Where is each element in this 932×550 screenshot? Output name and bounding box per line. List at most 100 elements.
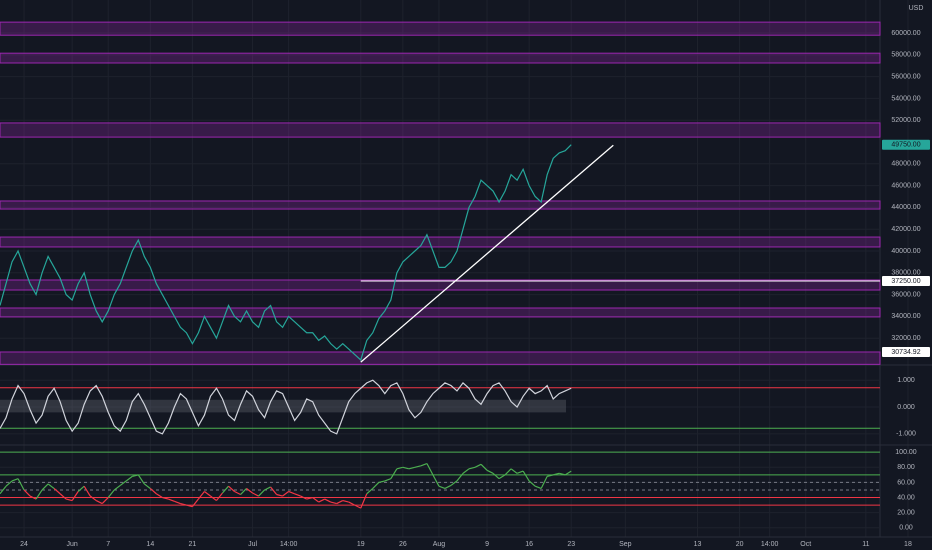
rsi-segment xyxy=(119,480,127,486)
rsi-segment xyxy=(414,465,422,468)
zone xyxy=(0,236,881,248)
price-tag xyxy=(882,139,930,150)
y-tick-label: 38000.00 xyxy=(891,270,920,277)
y-tick-label: 52000.00 xyxy=(891,117,920,124)
rsi-segment xyxy=(384,478,392,482)
rsi-segment xyxy=(510,468,518,474)
y-tick-label: 34000.00 xyxy=(891,313,920,320)
rsi-segment xyxy=(246,487,253,494)
x-tick-label: 26 xyxy=(399,541,407,548)
rsi-segment xyxy=(498,474,506,480)
zone xyxy=(0,200,881,210)
rsi-segment xyxy=(522,470,530,482)
rsi-segment xyxy=(324,498,331,503)
rsi-segment xyxy=(444,484,452,490)
y-tick-label: 40000.00 xyxy=(891,248,920,255)
rsi-segment xyxy=(132,474,139,477)
rsi-segment xyxy=(559,472,566,476)
rsi-segment xyxy=(330,501,337,505)
rsi-segment xyxy=(456,472,464,482)
rsi-segment xyxy=(306,496,313,500)
rsi-segment xyxy=(11,478,19,482)
zone xyxy=(0,122,881,138)
rsi-segment xyxy=(480,463,488,471)
rsi-segment xyxy=(420,462,428,467)
rsi-segment xyxy=(222,485,229,494)
rsi-segment xyxy=(228,485,235,492)
x-tick-label: 21 xyxy=(189,541,197,548)
rsi-segment xyxy=(312,497,320,503)
rsi-segment xyxy=(553,472,560,476)
y-tick-label: 100.00 xyxy=(895,449,917,456)
rsi-segment xyxy=(137,474,145,485)
rsi-segment xyxy=(336,500,344,505)
rsi-segment xyxy=(270,486,278,495)
rsi-segment xyxy=(450,480,458,486)
y-tick-label: 48000.00 xyxy=(891,161,920,168)
x-tick-label: 14:00 xyxy=(761,541,779,548)
rsi-segment xyxy=(462,468,470,474)
rsi-segment xyxy=(294,493,301,497)
trend-line xyxy=(360,144,614,363)
rsi-segment xyxy=(186,504,193,508)
x-tick-label: Jul xyxy=(248,541,257,548)
rsi-segment xyxy=(390,468,398,479)
rsi-segment xyxy=(258,489,265,497)
rsi-segment xyxy=(77,485,85,492)
rsi-segment xyxy=(366,488,374,495)
rsi-segment xyxy=(547,474,554,477)
rsi-segment xyxy=(215,492,223,501)
rsi-segment xyxy=(17,478,25,491)
x-tick-label: 23 xyxy=(567,541,575,548)
price-tag xyxy=(882,275,930,286)
x-tick-label: 19 xyxy=(357,541,365,548)
price-tag-label: 49750.00 xyxy=(891,142,920,149)
rsi-segment xyxy=(71,491,79,501)
y-tick-label: 60000.00 xyxy=(891,30,920,37)
rsi-segment xyxy=(29,495,37,500)
rsi-segment xyxy=(360,493,368,509)
y-tick-label: 46000.00 xyxy=(891,182,920,189)
rsi-segment xyxy=(354,504,362,509)
y-tick-label: 32000.00 xyxy=(891,335,920,342)
y-tick-label: 0.00 xyxy=(899,525,913,532)
rsi-segment xyxy=(125,475,133,482)
rsi-segment xyxy=(468,466,476,470)
x-tick-label: 9 xyxy=(485,541,489,548)
rsi-segment xyxy=(426,463,434,476)
zone xyxy=(0,351,881,365)
series-line xyxy=(0,144,572,362)
rsi-segment xyxy=(35,489,43,500)
rsi-segment xyxy=(5,480,13,487)
x-tick-label: Sep xyxy=(619,541,632,548)
rsi-segment xyxy=(288,490,295,495)
x-tick-label: Jun xyxy=(67,541,78,548)
rsi-segment xyxy=(149,488,157,495)
x-tick-label: 18 xyxy=(904,541,912,548)
zone xyxy=(0,21,881,36)
rsi-segment xyxy=(59,493,67,500)
x-tick-label: 20 xyxy=(736,541,744,548)
rsi-segment xyxy=(318,498,325,503)
y-tick-label: 54000.00 xyxy=(891,95,920,102)
rsi-segment xyxy=(191,498,199,507)
x-tick-label: 24 xyxy=(20,541,28,548)
rsi-segment xyxy=(113,484,121,491)
rsi-segment xyxy=(492,472,500,480)
rsi-segment xyxy=(282,491,289,497)
rsi-segment xyxy=(95,500,103,505)
price-tag xyxy=(882,346,930,357)
rsi-segment xyxy=(162,496,169,500)
rsi-segment xyxy=(396,466,404,470)
rsi-segment xyxy=(65,498,73,502)
rsi-segment xyxy=(378,480,385,484)
y-tick-label: 36000.00 xyxy=(891,291,920,298)
x-tick-label: 13 xyxy=(694,541,702,548)
rsi-segment xyxy=(180,503,187,506)
rsi-segment xyxy=(234,490,241,496)
rsi-segment xyxy=(101,497,109,505)
rsi-segment xyxy=(168,498,175,502)
zone xyxy=(0,52,881,64)
zone xyxy=(0,279,881,291)
